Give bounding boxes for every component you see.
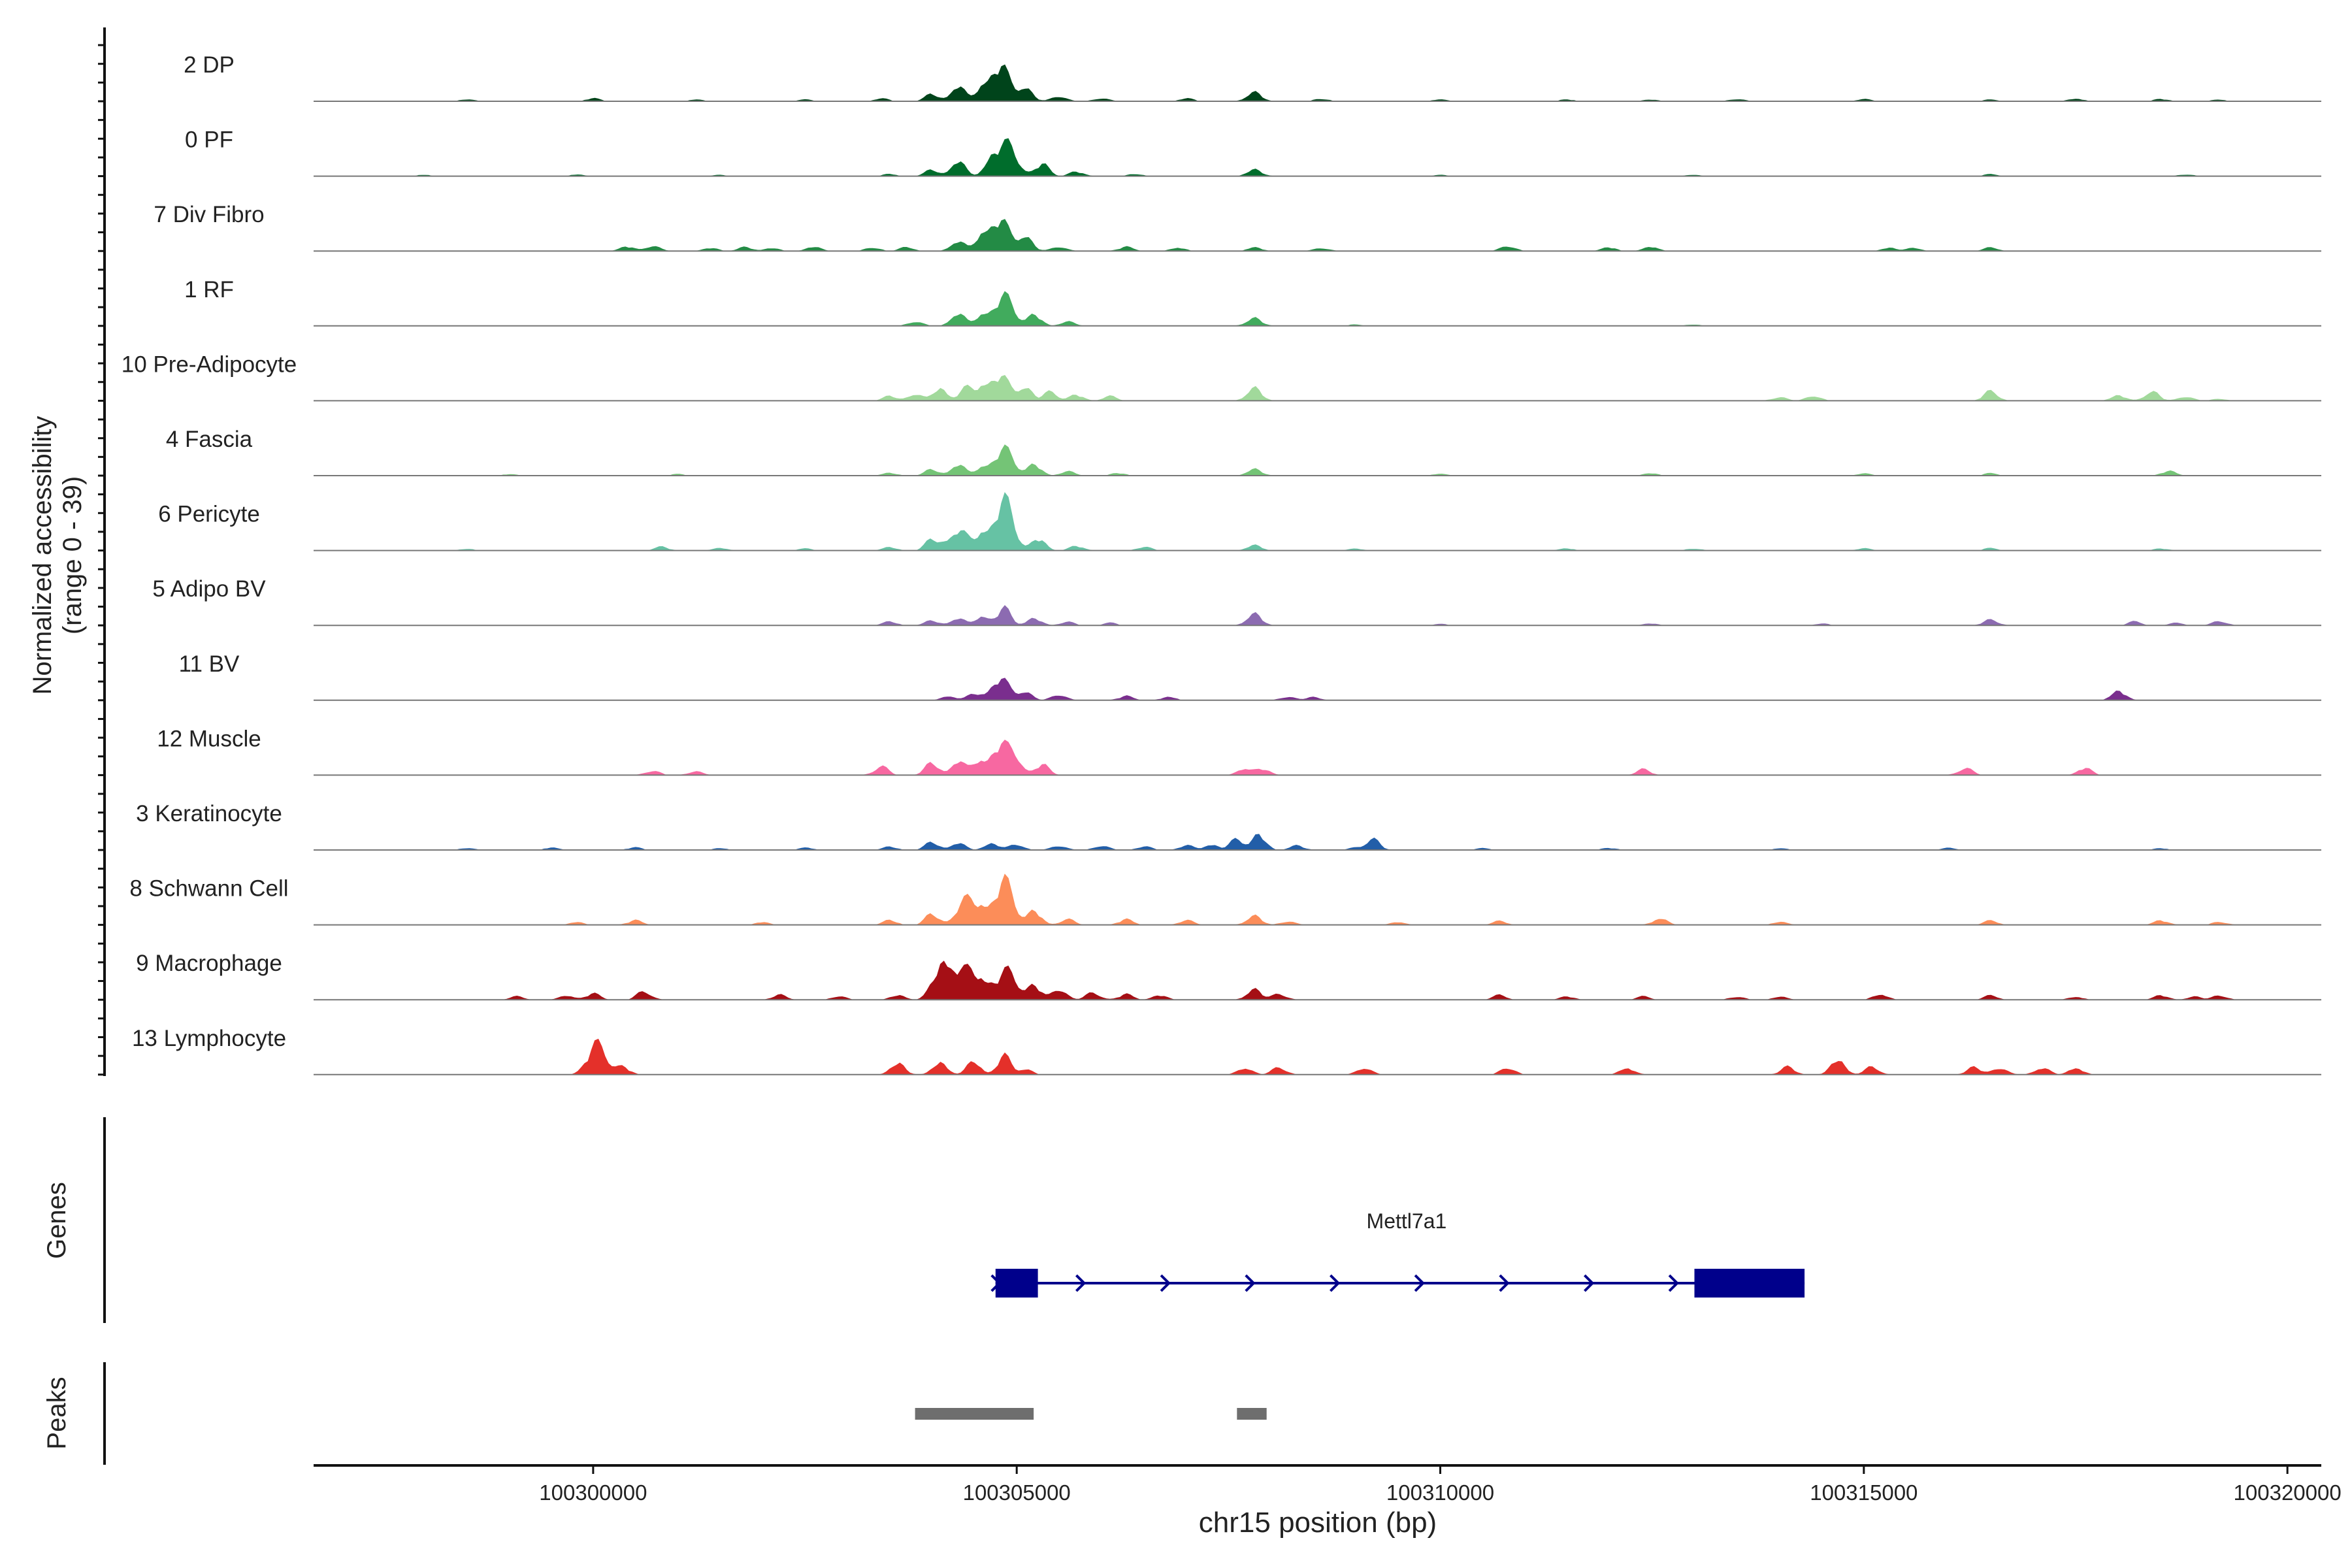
track-label: 9 Macrophage [136, 951, 282, 976]
x-axis-label: chr15 position (bp) [1199, 1507, 1437, 1539]
strand-arrow [1584, 1274, 1595, 1292]
x-tick-label: 100310000 [1386, 1480, 1494, 1505]
peak-bars [915, 1408, 1267, 1420]
track-10-pre-adipocyte: 10 Pre-Adipocyte [122, 351, 2321, 402]
x-tick-label: 100300000 [539, 1480, 647, 1505]
gene-label: Mettl7a1 [1367, 1209, 1447, 1233]
coverage-area [347, 1038, 2288, 1075]
track-6-pericyte: 6 Pericyte [158, 492, 2321, 551]
track-label: 1 RF [184, 277, 234, 302]
track-2-dp: 2 DP [184, 52, 2321, 102]
coverage-area [347, 740, 2288, 776]
strand-arrow [1160, 1274, 1171, 1292]
strand-arrow [1668, 1274, 1679, 1292]
track-label: 4 Fascia [166, 427, 253, 452]
track-12-muscle: 12 Muscle [157, 726, 2321, 776]
gene-model [990, 1269, 1805, 1298]
track-label: 3 Keratinocyte [136, 801, 282, 826]
gene-exon [995, 1269, 1038, 1298]
genes-panel-label: Genes [42, 1182, 71, 1259]
strand-arrow [1245, 1274, 1256, 1292]
strand-arrow [1075, 1274, 1086, 1292]
coverage-area [347, 834, 2288, 851]
track-9-macrophage: 9 Macrophage [136, 951, 2321, 1001]
gene-exon [1694, 1269, 1805, 1298]
coverage-area [347, 678, 2288, 701]
track-5-adipo-bv: 5 Adipo BV [152, 576, 2321, 627]
track-label: 7 Div Fibro [154, 202, 264, 227]
coverage-area [347, 605, 2288, 626]
x-tick-label: 100320000 [2234, 1480, 2342, 1505]
track-3-keratinocyte: 3 Keratinocyte [136, 801, 2321, 851]
coverage-tracks: 2 DP 0 PF 7 Div Fibro 1 RF 10 Pre-Adipocyte 4… [122, 52, 2321, 1075]
track-7-div-fibro: 7 Div Fibro [154, 202, 2321, 252]
coverage-area [347, 492, 2288, 551]
x-axis: 100300000 100305000 100310000 100315000 1003… [314, 1464, 2342, 1505]
coverage-area [347, 375, 2288, 401]
track-label: 13 Lymphocyte [132, 1026, 286, 1051]
track-label: 2 DP [184, 52, 235, 78]
track-13-lymphocyte: 13 Lymphocyte [132, 1026, 2321, 1075]
track-label: 8 Schwann Cell [129, 876, 288, 902]
strand-arrow [1330, 1274, 1341, 1292]
track-label: 11 BV [179, 651, 240, 677]
peaks-panel: Peaks [42, 1362, 1267, 1465]
coverage-area [347, 444, 2288, 476]
track-label: 0 PF [185, 127, 233, 153]
track-0-pf: 0 PF [185, 127, 2321, 177]
track-label: 12 Muscle [157, 726, 261, 751]
track-label: 10 Pre-Adipocyte [122, 351, 297, 377]
track-label: 6 Pericyte [158, 502, 260, 527]
coverage-area [347, 138, 2288, 177]
coverage-area [347, 291, 2288, 327]
peaks-panel-label: Peaks [42, 1377, 71, 1449]
coverage-area [347, 960, 2288, 1000]
track-11-bv: 11 BV [179, 651, 2321, 701]
x-tick-label: 100315000 [1810, 1480, 1918, 1505]
y-axis-label-range: (range 0 - 39) [58, 476, 87, 634]
track-label: 5 Adipo BV [152, 576, 266, 602]
coverage-area [347, 219, 2288, 252]
strand-arrow [1499, 1274, 1510, 1292]
y-axis [98, 27, 106, 1076]
genes-panel: Genes Mettl7a1 [42, 1117, 1805, 1323]
peak-bar [915, 1408, 1034, 1420]
x-tick-label: 100305000 [963, 1480, 1071, 1505]
track-8-schwann-cell: 8 Schwann Cell [129, 874, 2321, 926]
y-axis-label: Normalized accessibility [28, 416, 57, 695]
coverage-area [347, 874, 2288, 926]
coverage-area [347, 64, 2288, 102]
peak-bar [1237, 1408, 1267, 1420]
track-1-rf: 1 RF [184, 277, 2321, 327]
strand-arrow [1414, 1274, 1425, 1292]
track-4-fascia: 4 Fascia [166, 427, 2321, 476]
